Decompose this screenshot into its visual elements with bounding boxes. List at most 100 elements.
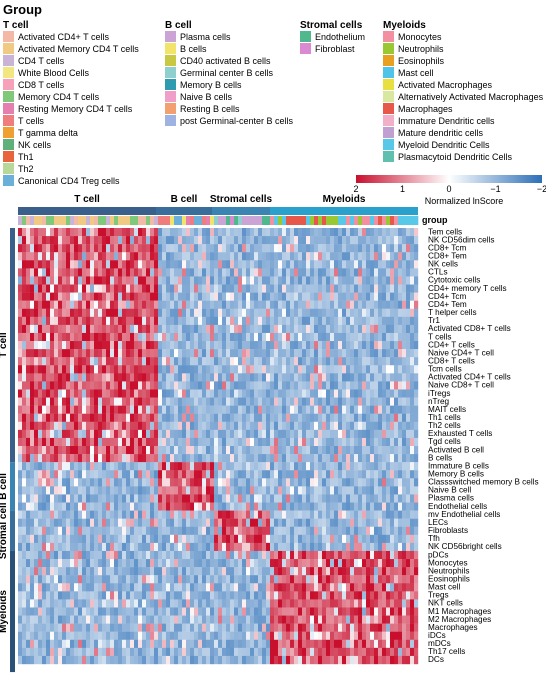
- heatmap-cell: [130, 381, 135, 390]
- heatmap-cell: [238, 373, 243, 382]
- heatmap-cell: [366, 341, 371, 350]
- heatmap-cell: [110, 300, 115, 309]
- heatmap-cell: [70, 381, 75, 390]
- heatmap-cell: [250, 324, 255, 334]
- heatmap-cell: [166, 454, 171, 463]
- heatmap-cell: [86, 252, 91, 261]
- heatmap-cell: [154, 591, 159, 600]
- heatmap-cell: [366, 228, 371, 237]
- heatmap-cell: [242, 228, 247, 237]
- heatmap-cell: [66, 276, 71, 285]
- heatmap-cell: [202, 357, 207, 366]
- heatmap-cell: [30, 413, 35, 422]
- col-annotation-cell: [38, 216, 43, 225]
- heatmap-cell: [70, 341, 75, 350]
- heatmap-cell: [102, 550, 107, 560]
- heatmap-cell: [402, 486, 407, 495]
- heatmap-cell: [154, 454, 159, 463]
- heatmap-cell: [206, 591, 211, 600]
- heatmap-cell: [158, 567, 163, 576]
- heatmap-cell: [378, 599, 383, 608]
- heatmap-cell: [346, 437, 351, 447]
- heatmap-cell: [114, 397, 119, 406]
- heatmap-cell: [242, 332, 247, 342]
- heatmap-cell: [198, 478, 203, 487]
- heatmap-cell: [134, 284, 139, 293]
- heatmap-cell: [394, 349, 399, 358]
- heatmap-cell: [178, 324, 183, 334]
- heatmap-cell: [106, 413, 111, 422]
- heatmap-cell: [178, 389, 183, 398]
- heatmap-cell: [102, 534, 107, 544]
- heatmap-cell: [246, 462, 251, 471]
- heatmap-cell: [50, 607, 55, 616]
- heatmap-cell: [290, 462, 295, 471]
- heatmap-cell: [278, 486, 283, 495]
- heatmap-cell: [146, 429, 151, 439]
- heatmap-cell: [410, 454, 415, 463]
- heatmap-cell: [234, 599, 239, 608]
- heatmap-cell: [194, 381, 199, 390]
- heatmap-cell: [30, 276, 35, 285]
- heatmap-cell: [134, 542, 139, 552]
- heatmap-cell: [282, 260, 287, 269]
- heatmap-cell: [298, 389, 303, 398]
- legend-swatch-myeloid-dendritic-cells: [383, 139, 394, 150]
- heatmap-cell: [98, 518, 103, 527]
- heatmap-cell: [398, 559, 403, 568]
- heatmap-cell: [70, 228, 75, 237]
- heatmap-cell: [198, 260, 203, 269]
- heatmap-cell: [46, 478, 51, 487]
- heatmap-cell: [250, 365, 255, 374]
- heatmap-cell: [306, 292, 311, 301]
- heatmap-cell: [66, 550, 71, 560]
- heatmap-cell: [118, 583, 123, 592]
- heatmap-cell: [290, 276, 295, 285]
- heatmap-cell: [378, 567, 383, 576]
- heatmap-cell: [142, 260, 147, 269]
- heatmap-cell: [382, 437, 387, 447]
- heatmap-cell: [318, 454, 323, 463]
- heatmap-cell: [230, 599, 235, 608]
- heatmap-cell: [354, 357, 359, 366]
- legend-label-activated-cd4-t-cells: Activated CD4+ T cells: [18, 32, 109, 42]
- heatmap-cell: [406, 550, 411, 560]
- heatmap-cell: [402, 405, 407, 414]
- heatmap-cell: [362, 341, 367, 350]
- heatmap-cell: [414, 599, 419, 608]
- heatmap-cell: [138, 429, 143, 439]
- heatmap-cell: [130, 437, 135, 447]
- heatmap-cell: [186, 567, 191, 576]
- heatmap-cell: [90, 567, 95, 576]
- heatmap-cell: [118, 292, 123, 301]
- heatmap-cell: [262, 429, 267, 439]
- heatmap-cell: [362, 373, 367, 382]
- heatmap-cell: [406, 332, 411, 342]
- heatmap-cell: [34, 502, 39, 511]
- heatmap-cell: [126, 365, 131, 374]
- heatmap-cell: [150, 389, 155, 398]
- heatmap-cell: [254, 260, 259, 269]
- heatmap-cell: [198, 228, 203, 237]
- heatmap-cell: [74, 381, 79, 390]
- heatmap-cell: [406, 236, 411, 245]
- heatmap-cell: [134, 365, 139, 374]
- heatmap-cell: [406, 341, 411, 350]
- heatmap-cell: [158, 599, 163, 608]
- heatmap-cell: [202, 437, 207, 447]
- heatmap-cell: [358, 389, 363, 398]
- heatmap-cell: [30, 381, 35, 390]
- heatmap-cell: [242, 357, 247, 366]
- heatmap-cell: [210, 413, 215, 422]
- heatmap-cell: [370, 550, 375, 560]
- heatmap-cell: [178, 518, 183, 527]
- heatmap-cell: [206, 510, 211, 519]
- heatmap-cell: [94, 397, 99, 406]
- heatmap-cell: [258, 510, 263, 519]
- heatmap-cell: [230, 446, 235, 455]
- heatmap-cell: [126, 357, 131, 366]
- heatmap-cell: [62, 502, 67, 511]
- heatmap-cell: [262, 421, 267, 431]
- heatmap-cell: [38, 284, 43, 293]
- heatmap-cell: [94, 429, 99, 439]
